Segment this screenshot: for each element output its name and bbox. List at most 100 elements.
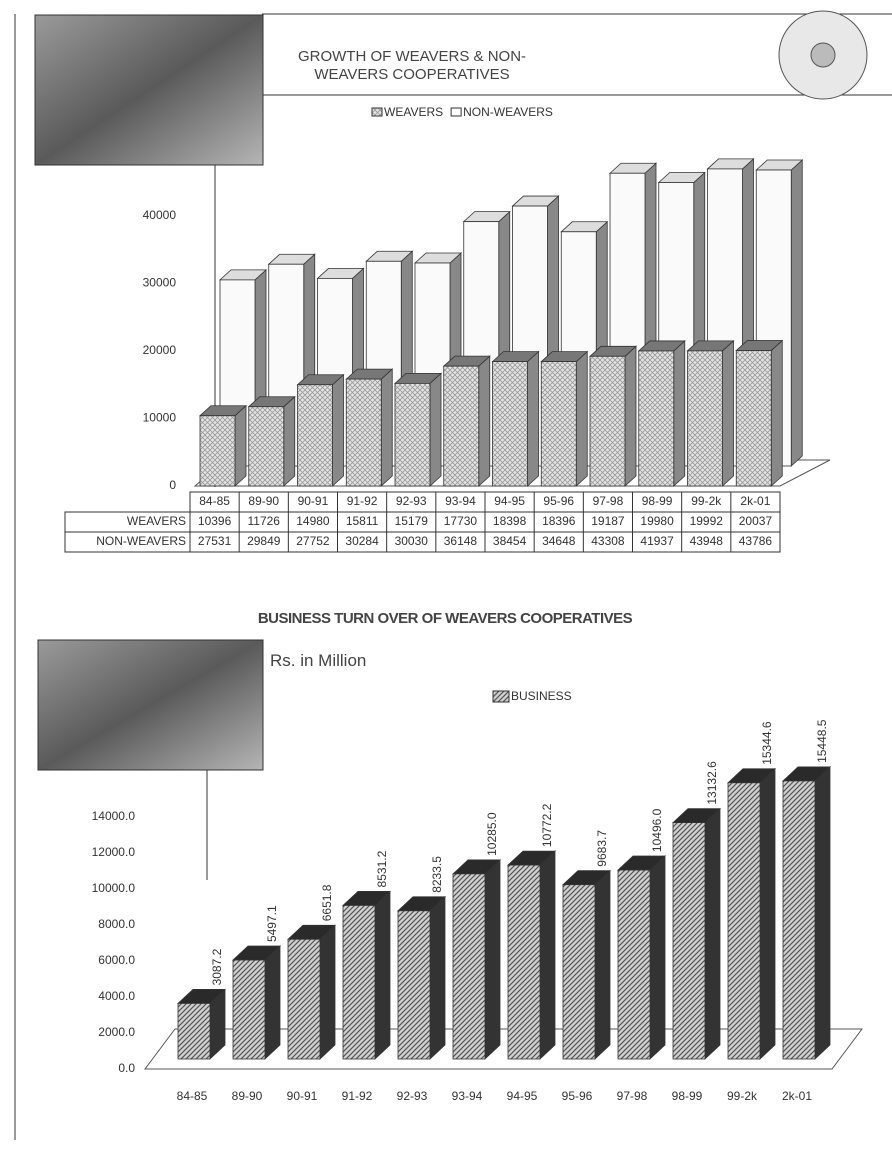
bar bbox=[540, 350, 589, 487]
y-tick-label: 40000 bbox=[143, 208, 177, 222]
table-row-label: NON-WEAVERS bbox=[96, 534, 186, 548]
bar-front bbox=[342, 905, 376, 1060]
bar-side bbox=[575, 350, 588, 487]
y-tick-label: 4000.0 bbox=[98, 989, 135, 1003]
table-cell: 38454 bbox=[493, 534, 527, 548]
bar bbox=[198, 404, 248, 487]
y-tick-label: 30000 bbox=[143, 275, 177, 289]
bar-front bbox=[492, 361, 528, 487]
y-tick-label: 8000.0 bbox=[98, 917, 135, 931]
bar-front bbox=[232, 959, 266, 1060]
bar-front bbox=[617, 869, 651, 1060]
bar-front bbox=[507, 864, 541, 1060]
bar bbox=[686, 339, 735, 487]
value-label: 15448.5 bbox=[815, 719, 829, 763]
y-tick-label: 20000 bbox=[143, 343, 177, 357]
bar-front bbox=[782, 780, 816, 1060]
x-tick-label: 97-98 bbox=[593, 494, 624, 508]
legend-swatch bbox=[371, 107, 383, 117]
bar bbox=[451, 858, 502, 1060]
table-cell: 30284 bbox=[345, 534, 379, 548]
bar bbox=[735, 339, 784, 487]
x-tick-label: 94-95 bbox=[507, 1089, 538, 1103]
photo bbox=[37, 639, 264, 771]
bar-side bbox=[539, 850, 556, 1060]
chart-title: GROWTH OF WEAVERS & NON-WEAVERS COOPERAT… bbox=[297, 48, 527, 83]
bar-side bbox=[527, 350, 539, 487]
bar-side bbox=[429, 895, 446, 1060]
bar-side bbox=[649, 855, 666, 1060]
value-label: 5497.1 bbox=[265, 905, 279, 942]
bar-front bbox=[672, 822, 706, 1060]
bar bbox=[345, 368, 394, 487]
value-label: 10496.0 bbox=[650, 808, 664, 852]
bar bbox=[231, 945, 282, 1060]
bar bbox=[671, 807, 722, 1060]
bar bbox=[442, 355, 491, 487]
legend-label: WEAVERS bbox=[384, 105, 443, 119]
table-cell: 43786 bbox=[739, 534, 773, 548]
bar-front bbox=[287, 938, 321, 1060]
bar-side bbox=[478, 355, 491, 487]
bar-side bbox=[429, 372, 442, 487]
bar-side bbox=[283, 395, 296, 487]
table-cell: 43308 bbox=[591, 534, 625, 548]
table-cell: 36148 bbox=[444, 534, 478, 548]
y-tick-label: 0 bbox=[169, 478, 176, 492]
bar-front bbox=[638, 350, 675, 487]
bar-front bbox=[297, 384, 333, 487]
bar-front bbox=[735, 350, 772, 487]
bar bbox=[341, 890, 392, 1060]
table-cell: 27752 bbox=[296, 534, 330, 548]
x-tick-label: 97-98 bbox=[617, 1089, 648, 1103]
x-tick-label: 89-90 bbox=[232, 1089, 263, 1103]
legend-swatch bbox=[450, 107, 462, 117]
x-tick-label: 90-91 bbox=[287, 1089, 318, 1103]
table-cell: 15811 bbox=[346, 514, 379, 528]
x-tick-label: 93-94 bbox=[445, 494, 476, 508]
bar bbox=[491, 350, 540, 487]
y-tick-label: 10000.0 bbox=[92, 881, 136, 895]
table-cell: 15179 bbox=[395, 514, 429, 528]
bar-front bbox=[727, 782, 761, 1060]
bar bbox=[296, 373, 345, 487]
value-label: 10285.0 bbox=[485, 812, 499, 856]
x-tick-label: 99-2k bbox=[727, 1089, 758, 1103]
x-tick-label: 90-91 bbox=[298, 494, 329, 508]
table-cell: 27531 bbox=[198, 534, 232, 548]
floor bbox=[144, 1028, 863, 1070]
x-tick-label: 2k-01 bbox=[782, 1089, 812, 1103]
bar-side bbox=[594, 869, 611, 1060]
table-cell: 18396 bbox=[542, 514, 576, 528]
y-tick-label: 12000.0 bbox=[92, 845, 136, 859]
bar-front bbox=[248, 406, 285, 487]
table-cell: 34648 bbox=[542, 534, 576, 548]
value-label: 3087.2 bbox=[210, 948, 224, 985]
photo bbox=[34, 14, 264, 166]
bar bbox=[726, 767, 777, 1060]
bar-side bbox=[770, 339, 783, 487]
table-cell: 20037 bbox=[739, 514, 773, 528]
bar bbox=[588, 345, 638, 487]
bar bbox=[506, 850, 557, 1060]
bar bbox=[781, 766, 832, 1060]
bar-side bbox=[673, 340, 686, 487]
x-tick-label: 91-92 bbox=[347, 494, 378, 508]
bar-side bbox=[759, 767, 776, 1060]
x-tick-label: 91-92 bbox=[342, 1089, 373, 1103]
bar bbox=[396, 895, 447, 1060]
bar bbox=[393, 372, 443, 487]
x-tick-label: 98-99 bbox=[672, 1089, 703, 1103]
bar-side bbox=[264, 945, 281, 1060]
value-label: 6651.8 bbox=[320, 884, 334, 921]
y-tick-label: 6000.0 bbox=[98, 953, 135, 967]
table-cell: 19980 bbox=[640, 514, 674, 528]
table-cell: 43948 bbox=[690, 534, 724, 548]
x-tick-label: 99-2k bbox=[691, 494, 722, 508]
bar bbox=[637, 340, 686, 487]
legend-swatch bbox=[492, 690, 510, 703]
value-label: 15344.6 bbox=[760, 721, 774, 765]
bar bbox=[176, 988, 227, 1060]
value-label: 8233.5 bbox=[430, 856, 444, 893]
bar-side bbox=[484, 858, 501, 1060]
